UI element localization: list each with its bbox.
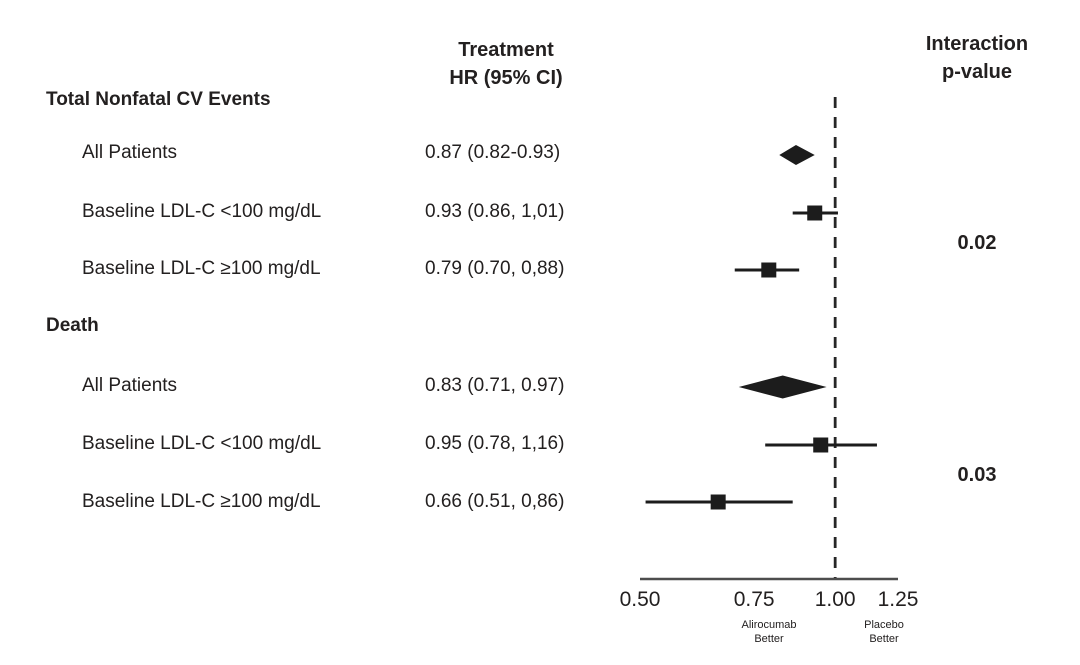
axis-tick-label: 1.25	[877, 588, 919, 611]
left-region-label: Alirocumab Better	[714, 618, 824, 646]
hr-marker-square	[710, 494, 726, 510]
hr-marker-diamond	[738, 375, 827, 399]
treatment-header-line2: HR (95% CI)	[449, 67, 563, 89]
interaction-column-header: Interaction p-value	[898, 30, 1056, 86]
interaction-header-line2: p-value	[941, 61, 1013, 83]
interaction-p-value-group1: 0.02	[957, 232, 997, 254]
interaction-p-value-group2: 0.03	[957, 464, 997, 486]
hr-marker-square	[761, 262, 777, 278]
axis-tick-label: 0.50	[619, 588, 661, 611]
hr-value: 0.79 (0.70, 0,88)	[425, 258, 565, 279]
group-label-total-nonfatal-cv-events: Total Nonfatal CV Events	[46, 89, 271, 110]
axis-tick-label: 0.75	[733, 588, 775, 611]
right-region-label: Placebo Better	[829, 618, 939, 646]
interaction-header-line1: Interaction	[925, 33, 1029, 55]
hr-marker-square	[813, 437, 829, 453]
hr-marker-diamond	[779, 145, 815, 165]
hr-value: 0.87 (0.82-0.93)	[425, 142, 561, 163]
group-label-death: Death	[46, 315, 99, 336]
row-label: All Patients	[82, 375, 178, 396]
right-region-label-line1: Placebo	[864, 619, 904, 631]
row-label: Baseline LDL-C ≥100 mg/dL	[82, 491, 321, 512]
axis-tick-label: 1.00	[814, 588, 856, 611]
hr-value: 0.66 (0.51, 0,86)	[425, 491, 565, 512]
left-region-label-line1: Alirocumab	[741, 619, 797, 631]
row-label: Baseline LDL-C <100 mg/dL	[82, 201, 322, 222]
row-label: All Patients	[82, 142, 178, 163]
hr-value: 0.93 (0.86, 1,01)	[425, 201, 565, 222]
left-region-label-line2: Better	[754, 633, 784, 645]
hr-value: 0.83 (0.71, 0.97)	[425, 375, 565, 396]
row-label: Baseline LDL-C <100 mg/dL	[82, 433, 322, 454]
hr-marker-square	[807, 205, 823, 221]
row-label: Baseline LDL-C ≥100 mg/dL	[82, 258, 321, 279]
hr-value: 0.95 (0.78, 1,16)	[425, 433, 565, 454]
treatment-column-header: Treatment HR (95% CI)	[400, 36, 612, 92]
right-region-label-line2: Better	[869, 633, 899, 645]
treatment-header-line1: Treatment	[458, 39, 554, 61]
